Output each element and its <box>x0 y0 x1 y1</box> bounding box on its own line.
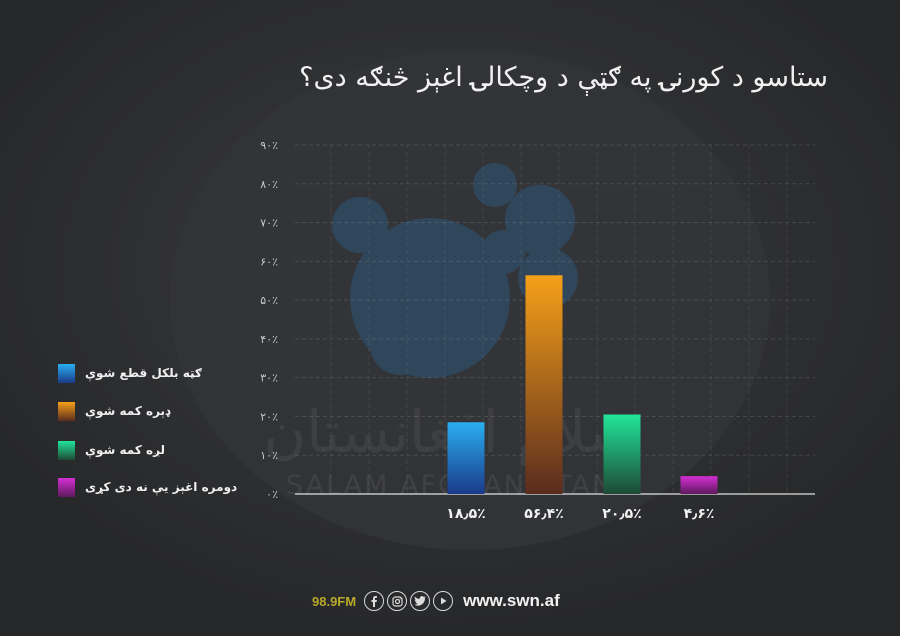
y-axis-ticks: ۰٪ ۱۰٪ ۲۰٪ ۳۰٪ ۴۰٪ ۵۰٪ ۶۰٪ ۷۰٪ ۸۰٪ ۹۰٪ <box>260 139 278 501</box>
legend-label: دومره اغېز یې نه دی کړی <box>85 480 238 494</box>
value-label-3: ۲۰٫۵٪ <box>602 506 641 522</box>
facebook-icon[interactable] <box>364 591 385 611</box>
twitter-icon[interactable] <box>410 591 431 611</box>
legend-swatch <box>58 477 75 497</box>
legend-item-1: ګټه بلکل قطع شوې <box>58 362 202 384</box>
y-tick-label: ۲۰٪ <box>260 410 278 423</box>
y-tick-label: ۳۰٪ <box>260 372 278 385</box>
legend-item-2: ډېره کمه شوې <box>58 400 170 422</box>
y-tick-label: ۰٪ <box>266 488 278 501</box>
bar-4 <box>680 476 718 494</box>
page-title: ستاسو د کورنۍ په ګټې د وچکالۍ اغېز څنګه … <box>299 62 828 93</box>
instagram-icon[interactable] <box>387 591 408 611</box>
bar-3 <box>603 414 641 494</box>
value-labels: ۱۸٫۵٪ ۵۶٫۴٪ ۲۰٫۵٪ ۴٫۶٪ <box>446 506 714 522</box>
bar-2 <box>525 275 563 494</box>
y-tick-label: ۶۰٪ <box>260 255 278 268</box>
legend-label: ډېره کمه شوې <box>85 404 171 418</box>
y-tick-label: ۸۰٪ <box>260 178 278 191</box>
y-tick-label: ۴۰٪ <box>260 333 278 346</box>
y-tick-label: ۵۰٪ <box>260 294 278 307</box>
legend-label: ګټه بلکل قطع شوې <box>85 366 202 380</box>
radio-frequency: 98.9FM <box>312 593 357 609</box>
value-label-4: ۴٫۶٪ <box>684 506 715 522</box>
legend-swatch <box>58 440 75 460</box>
legend-label: لږه کمه شوې <box>85 443 166 457</box>
value-label-1: ۱۸٫۵٪ <box>446 506 485 522</box>
legend-item-3: لږه کمه شوې <box>58 439 165 461</box>
legend-swatch <box>58 401 75 421</box>
youtube-icon[interactable] <box>433 591 454 611</box>
bars <box>447 275 718 494</box>
decorative-circles <box>332 163 578 378</box>
legend-item-4: دومره اغېز یې نه دی کړی <box>58 476 237 498</box>
website-url[interactable]: www.swn.af <box>463 591 560 610</box>
footer: 98.9FM www.swn.af <box>312 589 560 613</box>
legend-swatch <box>58 363 75 383</box>
y-tick-label: ۱۰٪ <box>260 449 278 462</box>
y-tick-label: ۹۰٪ <box>260 139 278 152</box>
bar-1 <box>447 422 485 494</box>
y-tick-label: ۷۰٪ <box>260 217 278 230</box>
value-label-2: ۵۶٫۴٪ <box>524 506 563 522</box>
